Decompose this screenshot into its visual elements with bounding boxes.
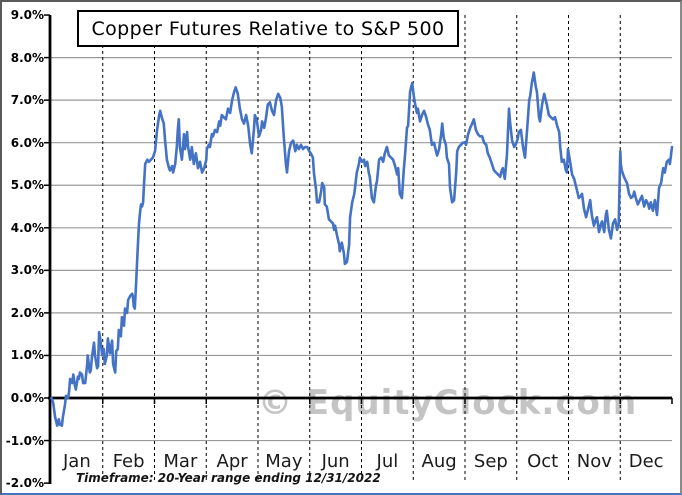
y-tick-label: 4.0% bbox=[10, 220, 44, 235]
y-tick-label: 0.0% bbox=[10, 391, 44, 405]
month-label-feb: Feb bbox=[112, 451, 145, 472]
y-tick-label: 2.0% bbox=[10, 305, 44, 320]
month-label-nov: Nov bbox=[576, 451, 612, 472]
chart-title-box: Copper Futures Relative to S&P 500 bbox=[77, 10, 459, 47]
month-label-sep: Sep bbox=[473, 451, 508, 472]
month-label-jul: Jul bbox=[376, 451, 399, 472]
y-tick-label: 9.0% bbox=[10, 8, 44, 23]
month-label-mar: Mar bbox=[163, 451, 198, 472]
watermark: © EquityClock.com bbox=[258, 383, 638, 423]
chart-title: Copper Futures Relative to S&P 500 bbox=[91, 17, 445, 40]
month-label-apr: Apr bbox=[216, 451, 248, 472]
y-tick-label: 1.0% bbox=[10, 348, 44, 363]
series-line bbox=[50, 71, 674, 428]
month-label-oct: Oct bbox=[527, 451, 559, 472]
y-tick-label: -1.0% bbox=[5, 433, 44, 448]
month-label-jun: Jun bbox=[321, 451, 350, 472]
month-label-may: May bbox=[265, 451, 303, 472]
month-label-dec: Dec bbox=[628, 451, 664, 472]
y-tick-label: 6.0% bbox=[10, 135, 44, 150]
timeframe-footnote: Timeframe: 20-Year range ending 12/31/20… bbox=[76, 471, 381, 485]
y-tick-label: 8.0% bbox=[10, 50, 44, 65]
month-label-jan: Jan bbox=[63, 451, 91, 472]
y-tick-label: 7.0% bbox=[10, 93, 44, 108]
y-tick-label: 5.0% bbox=[10, 178, 44, 193]
y-tick-label: -2.0% bbox=[5, 476, 44, 491]
y-tick-label: 3.0% bbox=[10, 263, 44, 278]
month-label-aug: Aug bbox=[421, 451, 457, 472]
